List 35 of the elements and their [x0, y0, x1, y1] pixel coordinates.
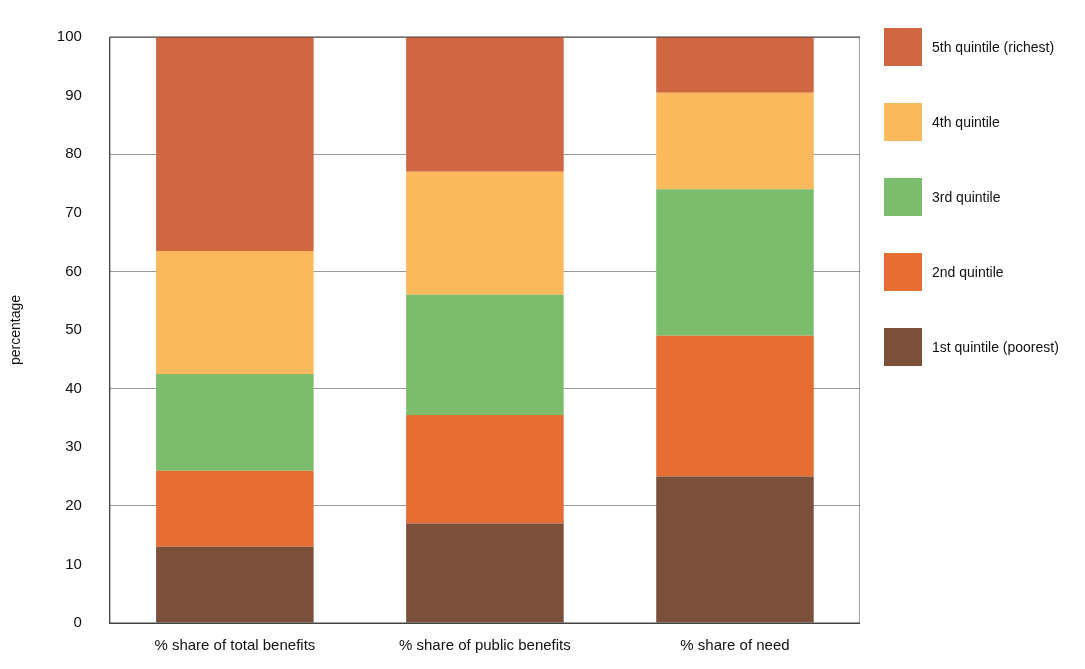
text: 3rd quintile [932, 189, 1001, 205]
bar [156, 37, 314, 251]
y-tick-label: 10 [65, 554, 82, 572]
y-tick-label: 70 [65, 202, 82, 220]
bar [656, 335, 814, 477]
bar [406, 37, 564, 172]
x-tick-label: % share of need [680, 636, 790, 654]
bar [406, 294, 564, 415]
x-tick-label: % share of total benefits [154, 636, 316, 654]
bar [656, 37, 814, 93]
bar [656, 92, 814, 190]
y-tick-label: 100 [56, 27, 82, 45]
y-tick-label: 60 [65, 261, 82, 279]
y-tick-label: 0 [73, 613, 82, 631]
bar [156, 470, 314, 547]
bar [656, 189, 814, 336]
x-tick-label: % share of public benefits [399, 636, 571, 654]
y-tick-label: 50 [65, 320, 82, 338]
bar [156, 250, 314, 374]
y-tick-label: 20 [65, 495, 82, 513]
y-tick-label: 30 [65, 437, 82, 455]
y-axis-title: percentage [7, 294, 24, 366]
bar [656, 476, 814, 623]
text: 4th quintile [932, 114, 1000, 130]
text: 1st quintile (poorest) [932, 339, 1059, 355]
text: 2nd quintile [932, 264, 1004, 280]
y-tick-label: 90 [65, 85, 82, 103]
bar [406, 523, 564, 623]
bar [156, 546, 314, 623]
bar [406, 414, 564, 524]
text: 5th quintile (richest) [932, 39, 1055, 55]
bar [406, 171, 564, 295]
bar [156, 373, 314, 471]
y-tick-label: 80 [65, 144, 82, 162]
y-tick-label: 40 [65, 378, 82, 396]
